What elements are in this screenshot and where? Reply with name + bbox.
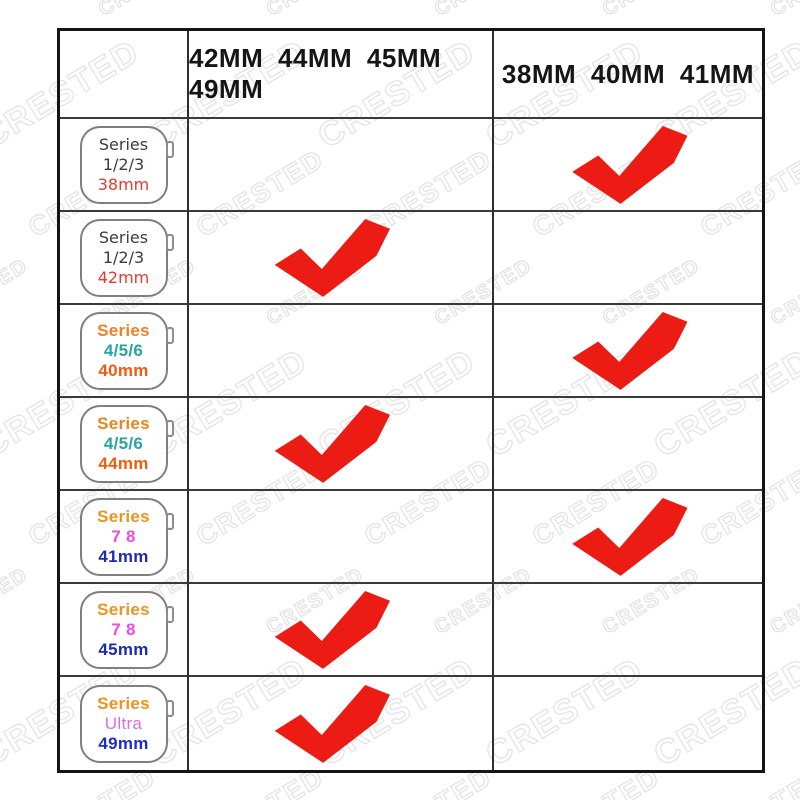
watermark-text: CRESTED	[766, 563, 800, 640]
check-cell	[494, 584, 762, 677]
watermark-text: CRESTED	[766, 254, 800, 331]
watermark-text: CRESTED	[0, 0, 33, 22]
watch-label-line: 4/5/6	[103, 340, 144, 360]
checkmark-icon	[572, 497, 688, 576]
header-right-sizes: 38MM 40MM 41MM	[494, 31, 762, 119]
checkmark-icon	[274, 218, 391, 297]
watch-crown-icon	[165, 512, 174, 530]
check-cell	[189, 305, 494, 398]
watch-label-line: 38mm	[97, 174, 150, 194]
watch-model-cell: Series Ultra 49mm	[60, 677, 189, 770]
watch-icon: Series 7 8 41mm	[79, 497, 174, 576]
watch-icon: Series 1/2/3 38mm	[79, 125, 174, 204]
watch-icon: Series 7 8 45mm	[79, 590, 174, 669]
watch-label-line: Ultra	[104, 713, 143, 733]
check-cell	[189, 677, 494, 770]
watch-model-cell: Series 4/5/6 40mm	[60, 305, 189, 398]
checkmark-icon	[274, 684, 391, 763]
watch-model-cell: Series 1/2/3 38mm	[60, 119, 189, 212]
watch-label-line: Series	[97, 320, 150, 340]
watch-crown-icon	[165, 605, 174, 623]
check-cell	[189, 398, 494, 491]
watch-label-line: 40mm	[98, 360, 149, 380]
watch-label-line: Series	[97, 413, 150, 433]
watermark-text: CRESTED	[0, 563, 33, 640]
watermark-text: CRESTED	[262, 0, 369, 22]
check-cell	[189, 212, 494, 305]
check-cell	[494, 305, 762, 398]
checkmark-icon	[572, 311, 688, 390]
watch-crown-icon	[165, 233, 174, 251]
check-cell	[494, 398, 762, 491]
watch-label-line: 1/2/3	[102, 154, 145, 174]
watermark-text: CRESTED	[430, 0, 537, 22]
checkmark-icon	[572, 125, 688, 204]
watch-label-line: 45mm	[98, 639, 149, 659]
header-corner-cell	[60, 31, 189, 119]
header-left-sizes: 42MM 44MM 45MM 49MM	[189, 31, 494, 119]
watch-crown-icon	[165, 419, 174, 437]
watch-model-cell: Series 4/5/6 44mm	[60, 398, 189, 491]
watch-label-line: Series	[97, 506, 150, 526]
watch-model-cell: Series 7 8 41mm	[60, 491, 189, 584]
checkmark-icon	[274, 590, 391, 669]
check-cell	[189, 491, 494, 584]
watch-crown-icon	[165, 140, 174, 158]
watch-icon: Series 4/5/6 44mm	[79, 404, 174, 483]
watch-label-line: Series	[98, 134, 149, 154]
check-cell	[494, 212, 762, 305]
watch-label-line: Series	[98, 227, 149, 247]
check-cell	[494, 119, 762, 212]
watch-model-cell: Series 1/2/3 42mm	[60, 212, 189, 305]
watch-icon: Series 4/5/6 40mm	[79, 311, 174, 390]
check-cell	[189, 584, 494, 677]
watch-label-line: 7 8	[111, 619, 136, 639]
watch-crown-icon	[165, 326, 174, 344]
watch-label-line: Series	[97, 599, 150, 619]
check-cell	[189, 119, 494, 212]
watch-label-line: 49mm	[98, 733, 149, 753]
watch-label-line: 42mm	[97, 267, 150, 287]
watch-label-line: 4/5/6	[103, 433, 144, 453]
compatibility-table: 42MM 44MM 45MM 49MM 38MM 40MM 41MM Serie…	[57, 28, 765, 773]
check-cell	[494, 491, 762, 584]
watch-icon: Series Ultra 49mm	[79, 684, 174, 763]
watermark-text: CRESTED	[0, 254, 33, 331]
watermark-text: CRESTED	[598, 0, 705, 22]
check-cell	[494, 677, 762, 770]
watch-label-line: 44mm	[98, 453, 149, 473]
watch-label-line: 41mm	[98, 546, 149, 566]
watch-label-line: Series	[97, 693, 150, 713]
watermark-text: CRESTED	[766, 0, 800, 22]
watch-crown-icon	[165, 699, 174, 717]
watch-label-line: 7 8	[111, 526, 136, 546]
watch-icon: Series 1/2/3 42mm	[79, 218, 174, 297]
watermark-text: CRESTED	[94, 0, 201, 22]
watch-model-cell: Series 7 8 45mm	[60, 584, 189, 677]
watch-label-line: 1/2/3	[102, 247, 145, 267]
checkmark-icon	[274, 404, 391, 483]
